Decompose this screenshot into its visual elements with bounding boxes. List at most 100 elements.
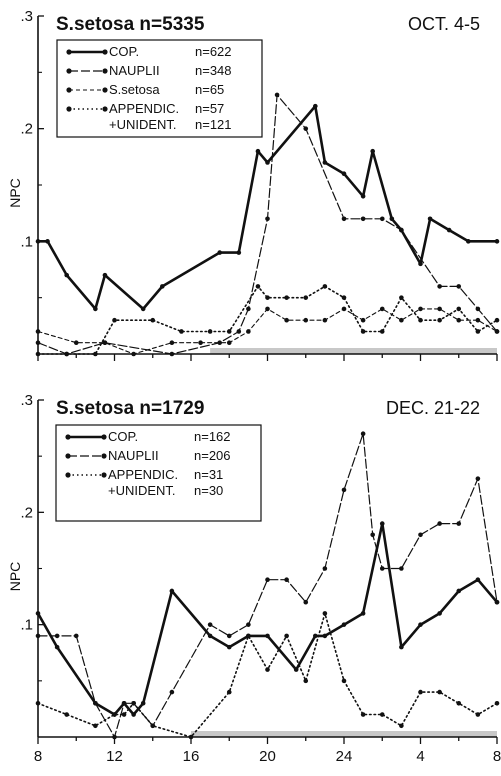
panel-title: S.setosa n=1729 [56, 398, 204, 419]
data-point [112, 317, 117, 323]
data-point [379, 712, 385, 717]
legend-marker [102, 106, 108, 112]
data-point [418, 532, 423, 538]
data-point [494, 239, 500, 244]
data-point [437, 689, 442, 695]
x-tick-label: 12 [106, 748, 123, 765]
data-point [360, 216, 366, 222]
data-point [360, 431, 366, 437]
data-point [102, 272, 108, 278]
data-point [399, 644, 404, 650]
data-point [255, 284, 261, 289]
data-point [437, 317, 442, 323]
data-point [217, 340, 222, 346]
data-point [265, 216, 270, 222]
data-point [456, 306, 462, 312]
data-point [236, 250, 242, 255]
data-point [236, 329, 242, 334]
data-point [303, 295, 309, 300]
data-point [475, 306, 481, 312]
data-point [265, 667, 270, 672]
data-point [93, 351, 98, 357]
data-point [418, 261, 423, 267]
data-point [399, 566, 404, 571]
data-point [169, 689, 175, 695]
data-point [121, 701, 127, 706]
x-tick-label: 20 [259, 748, 276, 765]
date-label: DEC. 21-22 [386, 398, 480, 418]
data-point [360, 611, 366, 616]
data-point [64, 712, 69, 717]
legend-label: NAUPLII [109, 63, 160, 78]
data-point [284, 295, 289, 300]
panel-title: S.setosa n=5335 [56, 14, 205, 35]
legend-count: n=65 [195, 82, 224, 97]
y-tick-label: .2 [20, 121, 33, 138]
data-point [226, 340, 232, 346]
y-tick-label: .1 [20, 233, 33, 250]
y-tick-label: .3 [20, 392, 33, 409]
data-point [226, 633, 232, 639]
data-point [379, 216, 385, 222]
legend-label: APPENDIC. [108, 467, 178, 482]
night-band [191, 731, 497, 737]
data-point [207, 329, 213, 334]
data-point [217, 250, 222, 255]
data-point [399, 723, 404, 729]
data-point [255, 148, 261, 154]
data-point [379, 306, 385, 312]
data-point [303, 678, 309, 684]
data-point [226, 329, 232, 334]
data-point [150, 317, 156, 323]
series-line [37, 612, 498, 738]
legend-count: n=162 [194, 429, 231, 444]
data-point [169, 588, 175, 594]
legend-marker [65, 453, 71, 459]
legend-label: S.setosa [109, 82, 160, 97]
data-point [293, 667, 299, 672]
data-point [188, 734, 194, 740]
data-point [246, 633, 251, 639]
data-point [456, 521, 462, 526]
legend-marker [65, 472, 71, 478]
data-point [475, 476, 481, 481]
data-point [179, 329, 184, 334]
panel-dec: .1 .2 .3 NPC 8 12 16 20 24 4 8 S.setosa n=1729 DEC. … [7, 392, 501, 765]
data-point [303, 126, 309, 131]
data-point [322, 160, 328, 165]
data-point [399, 317, 404, 323]
data-point [93, 701, 98, 706]
data-point [494, 329, 500, 334]
series-line [37, 308, 498, 355]
legend-count: n=348 [195, 63, 232, 78]
data-point [466, 239, 471, 244]
data-point [379, 521, 385, 526]
data-point [160, 284, 165, 289]
legend-marker [101, 472, 107, 478]
data-point [370, 532, 375, 538]
data-point [131, 712, 136, 717]
series-line [37, 433, 498, 738]
data-point [341, 622, 347, 627]
data-point [379, 566, 385, 571]
data-point [322, 633, 328, 639]
data-point [131, 701, 136, 706]
data-point [207, 622, 213, 627]
data-point [265, 306, 270, 312]
data-point [303, 317, 309, 323]
data-point [112, 734, 117, 740]
data-point [494, 317, 500, 323]
legend-count: n=121 [195, 117, 232, 132]
panel-oct: .1 .2 .3 NPC S.setosa n=5335 OCT. 4-5 COP. n=62… [7, 8, 500, 361]
data-point [341, 487, 347, 493]
data-point [93, 723, 98, 729]
data-point [418, 622, 423, 627]
legend-marker [101, 434, 107, 440]
legend-marker [102, 49, 108, 55]
legend-count: n=30 [194, 483, 223, 498]
legend-marker [102, 68, 108, 74]
data-point [475, 317, 481, 323]
data-point [45, 239, 50, 244]
data-point [121, 712, 127, 717]
data-point [265, 577, 270, 583]
